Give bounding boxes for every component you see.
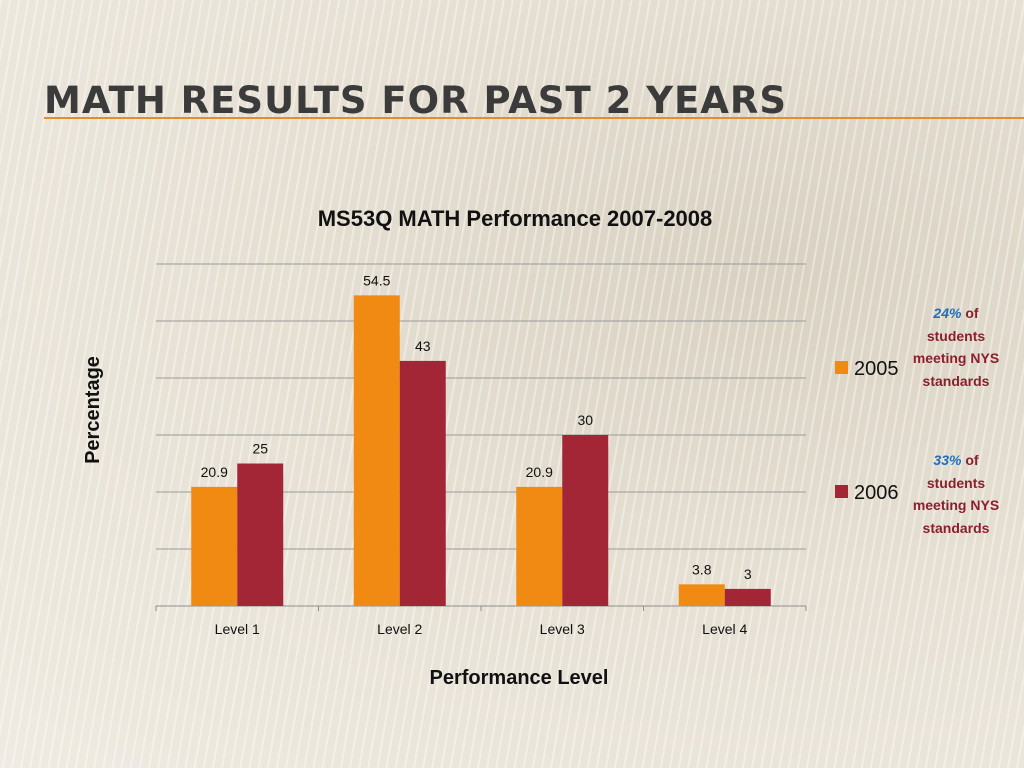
note-2006: 33% of students meeting NYS standards xyxy=(904,449,1008,539)
x-axis-title: Performance Level xyxy=(430,667,609,689)
slide-title: Math Results for Past 2 Years xyxy=(44,79,788,122)
x-tick-label: Level 4 xyxy=(702,621,747,637)
note-2005-percent: 24% xyxy=(933,305,962,321)
bar-2006-level-3 xyxy=(562,435,609,606)
bars xyxy=(191,295,771,606)
chart-title: MS53Q MATH Performance 2007-2008 xyxy=(318,206,713,231)
x-axis-ticks: Level 1 Level 2 Level 3 Level 4 xyxy=(155,606,807,637)
data-label: 3.8 xyxy=(692,561,712,577)
bar-2005-level-1 xyxy=(191,486,238,606)
data-label: 30 xyxy=(577,412,593,428)
bar-2005-level-2 xyxy=(353,295,400,606)
data-label: 25 xyxy=(252,441,268,457)
legend-swatch-2006 xyxy=(835,485,848,498)
data-label: 3 xyxy=(744,566,752,582)
note-2006-text: of students meeting NYS standards xyxy=(912,452,1000,536)
bar-2006-level-1 xyxy=(237,463,284,606)
bar-2006-level-2 xyxy=(399,360,446,606)
legend-swatch-2005 xyxy=(835,361,848,374)
note-2005-text: of students meeting NYS standards xyxy=(912,305,1000,389)
data-label: 54.5 xyxy=(363,272,390,288)
data-label: 20.9 xyxy=(526,464,553,480)
data-label: 20.9 xyxy=(201,464,228,480)
note-2006-percent: 33% xyxy=(933,452,962,468)
bar-2006-level-4 xyxy=(724,588,771,606)
legend-label-2005: 2005 xyxy=(854,358,899,380)
y-axis-title: Percentage xyxy=(82,356,104,464)
bar-2005-level-3 xyxy=(516,486,563,606)
bar-2005-level-4 xyxy=(678,584,725,606)
data-labels: 20.9 25 54.5 43 20.9 30 3.8 3 xyxy=(201,272,752,582)
data-label: 43 xyxy=(415,338,431,354)
legend-label-2006: 2006 xyxy=(854,482,899,504)
note-2005: 24% of students meeting NYS standards xyxy=(904,302,1008,392)
x-tick-label: Level 2 xyxy=(377,621,422,637)
title-underline xyxy=(44,117,1024,119)
legend: 2005 2006 xyxy=(835,358,899,504)
x-tick-label: Level 1 xyxy=(215,621,260,637)
x-tick-label: Level 3 xyxy=(540,621,585,637)
